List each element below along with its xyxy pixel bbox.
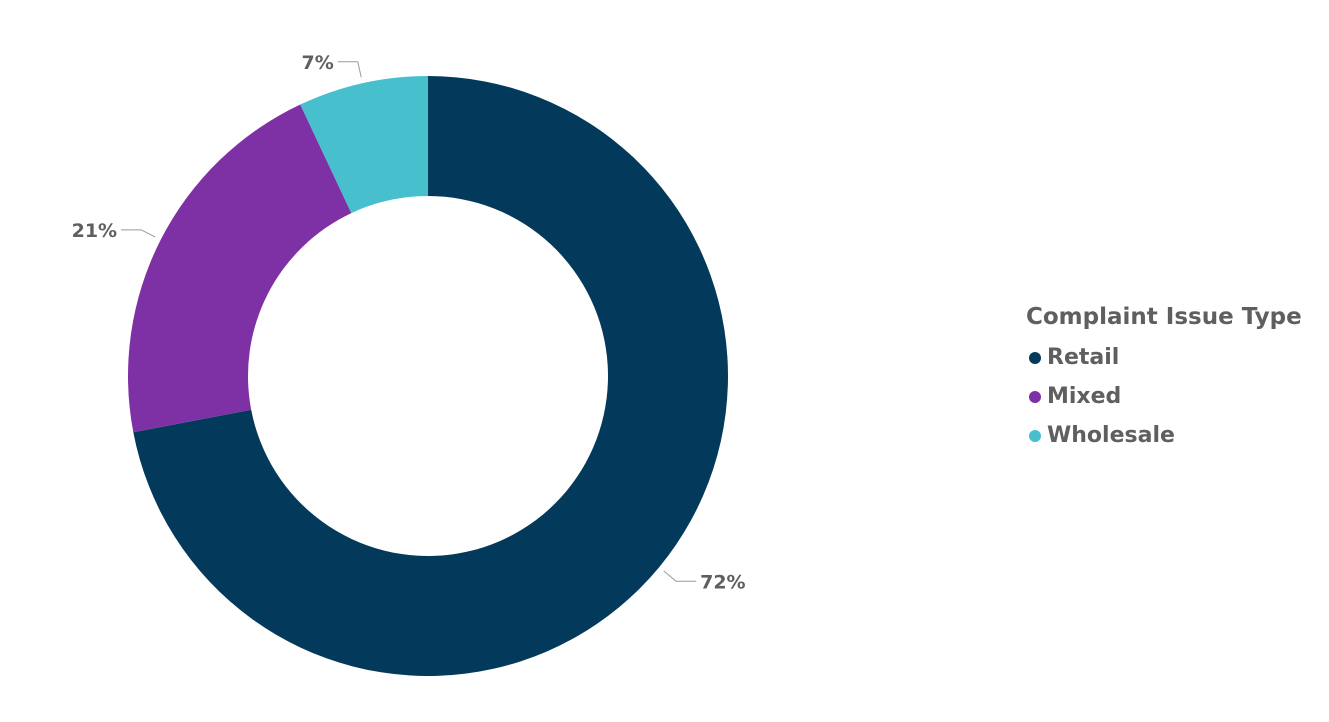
slice-mixed [127, 104, 352, 433]
legend-label-mixed: Mixed [1047, 384, 1122, 409]
legend-item-retail: Retail [1026, 338, 1302, 377]
legend-swatch-mixed [1029, 390, 1041, 403]
legend-label-wholesale: Wholesale [1047, 423, 1175, 448]
slice-retail [133, 76, 729, 677]
legend-item-mixed: Mixed [1026, 377, 1302, 416]
legend-title: Complaint Issue Type [1026, 304, 1302, 330]
legend-item-wholesale: Wholesale [1026, 416, 1302, 455]
leader-line-mixed [121, 229, 156, 238]
leader-line-wholesale [337, 61, 362, 78]
data-label-wholesale: 7% [301, 52, 333, 74]
leader-line-retail [663, 570, 697, 582]
data-label-retail: 72% [700, 571, 745, 593]
legend-label-retail: Retail [1047, 345, 1120, 370]
slice-wholesale [300, 76, 428, 214]
data-label-mixed: 21% [72, 220, 117, 242]
legend-swatch-wholesale [1029, 429, 1041, 442]
legend-swatch-retail [1029, 351, 1041, 364]
chart-legend: Complaint Issue Type Retail Mixed Wholes… [1026, 302, 1302, 455]
